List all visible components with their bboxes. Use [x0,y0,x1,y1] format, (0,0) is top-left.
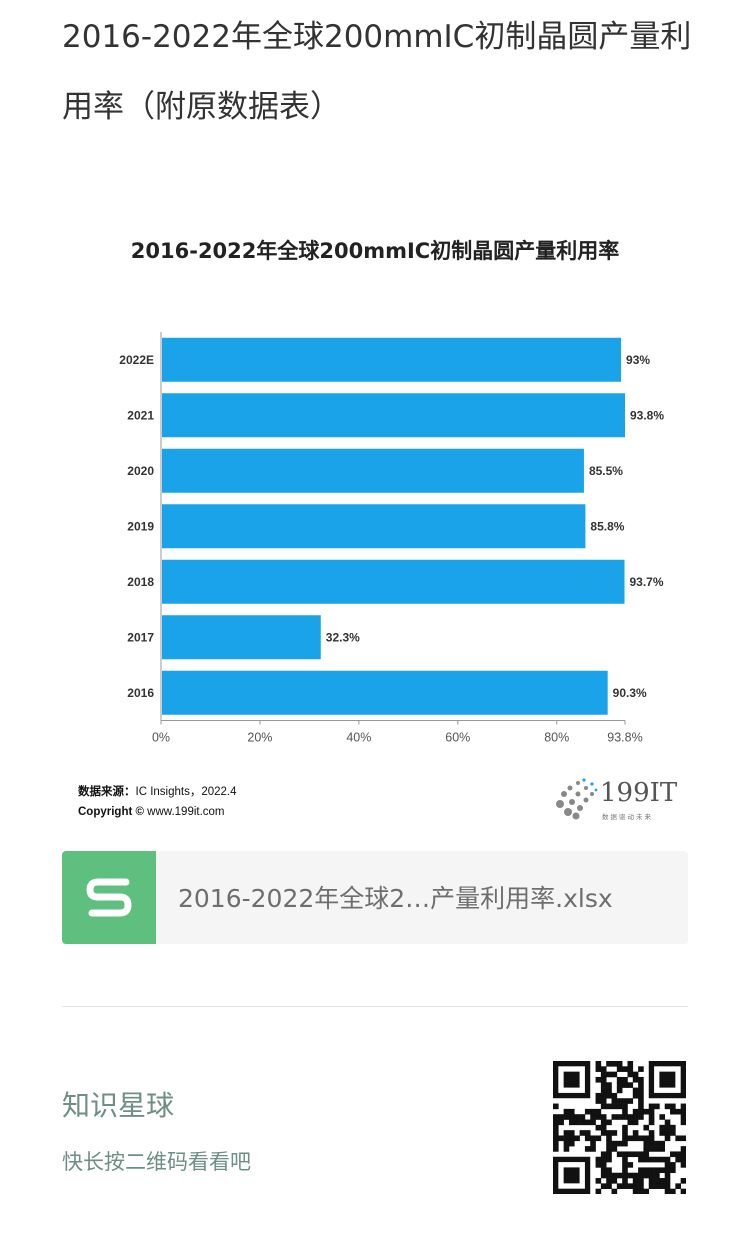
x-tick-label-2: 40% [346,731,371,745]
bar-chart: 2016-2022年全球200mmIC初制晶圆产量利用率 2022E 93% 202… [119,239,664,745]
bar-2022E [162,337,622,382]
source-block: 数据来源：IC Insights，2022.4 Copyright © www.… [78,782,237,822]
data-label-2018: 93.7% [630,575,664,589]
source-label: 数据来源： [78,786,136,798]
x-tick-label-1: 20% [247,731,272,745]
category-label-2018: 2018 [127,575,154,589]
bar-2017 [162,615,321,660]
data-label-2021: 93.8% [630,408,664,422]
category-label-2020: 2020 [127,464,154,478]
x-tick-label-0: 0% [152,731,170,745]
logo-sphere-icon [556,778,598,820]
x-tick-label-3: 60% [445,731,470,745]
logo-199it: 199IT 数据驱动未来 [550,770,680,830]
attachment-file-card[interactable]: 2016-2022年全球2…产量利用率.xlsx [62,851,688,944]
copyright-label: Copyright © [78,806,144,818]
knowledge-planet-title: 知识星球 [62,1089,175,1122]
category-label-2016: 2016 [127,686,154,700]
data-label-2019: 85.8% [590,519,624,533]
x-tick-label-5: 93.8% [607,731,642,745]
article-title: 2016-2022年全球200mmIC初制晶圆产量利用率（附原数据表） [62,19,692,125]
bar-2020 [162,448,584,493]
logo-text: 199IT [600,778,678,808]
category-label-2022E: 2022E [119,353,154,367]
chart-image: 2016-2022年全球200mmIC初制晶圆产量利用率 2022E 93% 202… [62,212,688,837]
category-label-2021: 2021 [127,408,154,422]
logo-tagline: 数据驱动未来 [602,813,653,821]
data-label-2017: 32.3% [326,630,360,644]
x-tick-label-4: 80% [544,731,569,745]
bar-2016 [162,670,608,715]
divider [62,1006,688,1007]
attachment-file-name[interactable]: 2016-2022年全球2…产量利用率.xlsx [178,884,613,913]
bar-2018 [162,559,625,604]
source-text: IC Insights，2022.4 [135,786,237,798]
qr-code-icon[interactable] [553,1061,687,1195]
chart-title: 2016-2022年全球200mmIC初制晶圆产量利用率 [131,239,619,263]
data-label-2020: 85.5% [589,464,623,478]
category-label-2019: 2019 [127,519,154,533]
copyright-text: www.199it.com [147,806,225,818]
knowledge-planet-subtitle: 快长按二维码看看吧 [62,1150,251,1174]
spreadsheet-s-icon [62,851,156,944]
bar-2019 [162,504,586,549]
bar-2021 [162,393,625,438]
data-label-2022E: 93% [626,353,650,367]
category-label-2017: 2017 [127,630,154,644]
data-label-2016: 90.3% [613,686,647,700]
